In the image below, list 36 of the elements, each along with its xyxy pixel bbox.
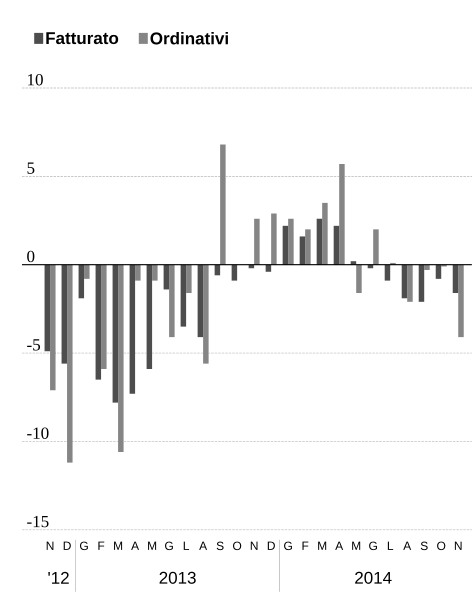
x-tick-label: F bbox=[302, 542, 308, 550]
x-tick-label: M bbox=[318, 542, 326, 550]
y-tick-label: 0 bbox=[26, 250, 34, 262]
y-tick-label: 10 bbox=[28, 74, 43, 86]
x-tick-label: G bbox=[284, 542, 292, 550]
legend-label: Ordinativi bbox=[150, 32, 228, 44]
x-tick-label: G bbox=[164, 542, 173, 550]
y-tick-label: -10 bbox=[26, 427, 48, 439]
x-tick-label: F bbox=[98, 542, 104, 550]
x-tick-label: A bbox=[198, 542, 207, 550]
x-tick-label: D bbox=[64, 542, 71, 550]
x-tick-label: A bbox=[130, 542, 139, 550]
x-tick-label: L bbox=[388, 542, 393, 550]
x-tick-label: D bbox=[268, 542, 275, 550]
x-tick-label: L bbox=[184, 542, 189, 550]
x-tick-label: M bbox=[114, 542, 122, 550]
text: 2014 bbox=[354, 572, 392, 584]
x-tick-label: S bbox=[216, 542, 224, 550]
x-tick-label: O bbox=[436, 542, 446, 550]
x-tick-label: N bbox=[454, 542, 462, 550]
x-tick-label: A bbox=[334, 542, 343, 550]
x-tick-label: M bbox=[352, 542, 360, 550]
x-tick-label: G bbox=[80, 542, 88, 550]
x-tick-label: S bbox=[420, 542, 428, 550]
text: 2013 bbox=[159, 572, 196, 584]
y-tick-label: -5 bbox=[26, 339, 40, 351]
y-tick-label: 5 bbox=[27, 162, 34, 174]
y-tick-label: -15 bbox=[26, 516, 48, 528]
x-tick-label: O bbox=[232, 542, 242, 550]
x-tick-label: A bbox=[403, 542, 411, 550]
x-tick-label: N bbox=[250, 542, 258, 550]
text: '12 bbox=[48, 572, 69, 584]
legend-label: Fatturato bbox=[46, 32, 118, 44]
x-tick-label: N bbox=[46, 542, 54, 550]
x-tick-label: M bbox=[148, 542, 156, 550]
x-tick-label: G bbox=[368, 542, 377, 550]
